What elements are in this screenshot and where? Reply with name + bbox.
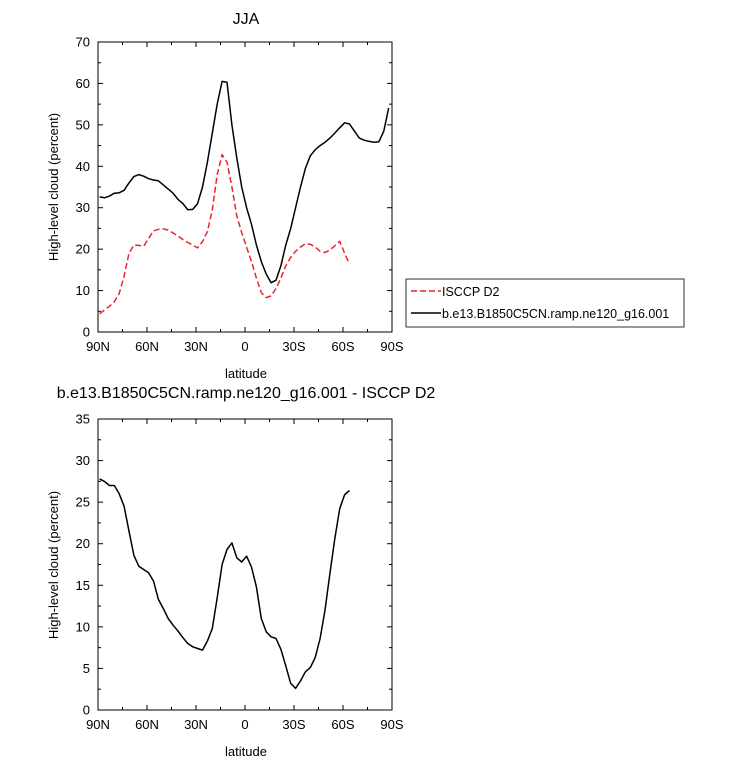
bottom-x-tick-label: 90N — [86, 717, 110, 732]
legend-label-isccp: ISCCP D2 — [442, 285, 499, 299]
top-x-tick-label: 60N — [135, 339, 159, 354]
bottom-chart: b.e13.B1850C5CN.ramp.ne120_g16.001 - ISC… — [46, 385, 435, 759]
top-x-axis-label: latitude — [225, 366, 267, 381]
top-chart-title: JJA — [233, 11, 260, 28]
top-y-tick-label: 10 — [76, 283, 90, 298]
bottom-y-tick-label: 0 — [83, 703, 90, 718]
top-y-tick-label: 20 — [76, 242, 90, 257]
bottom-y-tick-label: 15 — [76, 578, 90, 593]
top-series-line-1 — [99, 80, 390, 284]
top-x-tick-label: 30N — [184, 339, 208, 354]
top-x-tick-label: 90N — [86, 339, 110, 354]
top-y-tick-label: 60 — [76, 76, 90, 91]
top-chart: JJA 90N 60N 30N 0 30S 60S 90S 0 10 20 30 40 50 60 70 l… — [46, 11, 404, 381]
bottom-y-axis-label: High-level cloud (percent) — [46, 491, 61, 639]
top-y-tick-label: 30 — [76, 200, 90, 215]
bottom-x-tick-label: 60N — [135, 717, 159, 732]
bottom-y-tick-label: 5 — [83, 661, 90, 676]
bottom-series-line-0 — [99, 478, 350, 690]
bottom-x-tick-label: 90S — [380, 717, 403, 732]
bottom-y-tick-label: 25 — [76, 495, 90, 510]
top-frame — [97, 41, 393, 333]
top-x-tick-label: 30S — [282, 339, 305, 354]
bottom-x-tick-label: 30S — [282, 717, 305, 732]
bottom-y-tick-label: 20 — [76, 536, 90, 551]
top-y-tick-label: 50 — [76, 117, 90, 132]
bottom-x-tick-label: 30N — [184, 717, 208, 732]
legend-label-model: b.e13.B1850C5CN.ramp.ne120_g16.001 — [442, 307, 669, 321]
bottom-y-tick-label: 30 — [76, 453, 90, 468]
top-y-axis-label: High-level cloud (percent) — [46, 113, 61, 261]
bottom-x-tick-label: 60S — [331, 717, 354, 732]
bottom-plot-area: 90N 60N 30N 0 30S 60S 90S 0 5 10 15 20 25 30 35 — [76, 412, 404, 733]
bottom-chart-title: b.e13.B1850C5CN.ramp.ne120_g16.001 - ISC… — [57, 385, 436, 402]
legend: ISCCP D2 b.e13.B1850C5CN.ramp.ne120_g16.… — [405, 278, 685, 328]
top-y-tick-label: 0 — [83, 325, 90, 340]
bottom-frame — [97, 418, 393, 711]
top-x-tick-label: 0 — [241, 339, 248, 354]
top-y-tick-label: 70 — [76, 35, 90, 50]
legend-box — [405, 278, 685, 328]
top-x-tick-label: 60S — [331, 339, 354, 354]
bottom-y-tick-label: 35 — [76, 412, 90, 427]
bottom-y-tick-label: 10 — [76, 619, 90, 634]
top-y-tick-label: 40 — [76, 159, 90, 174]
top-x-tick-label: 90S — [380, 339, 403, 354]
top-series-line-0 — [99, 153, 351, 315]
bottom-x-axis-label: latitude — [225, 744, 267, 759]
top-plot-area: 90N 60N 30N 0 30S 60S 90S 0 10 20 30 40 50 60 70 — [76, 35, 404, 355]
bottom-x-tick-label: 0 — [241, 717, 248, 732]
